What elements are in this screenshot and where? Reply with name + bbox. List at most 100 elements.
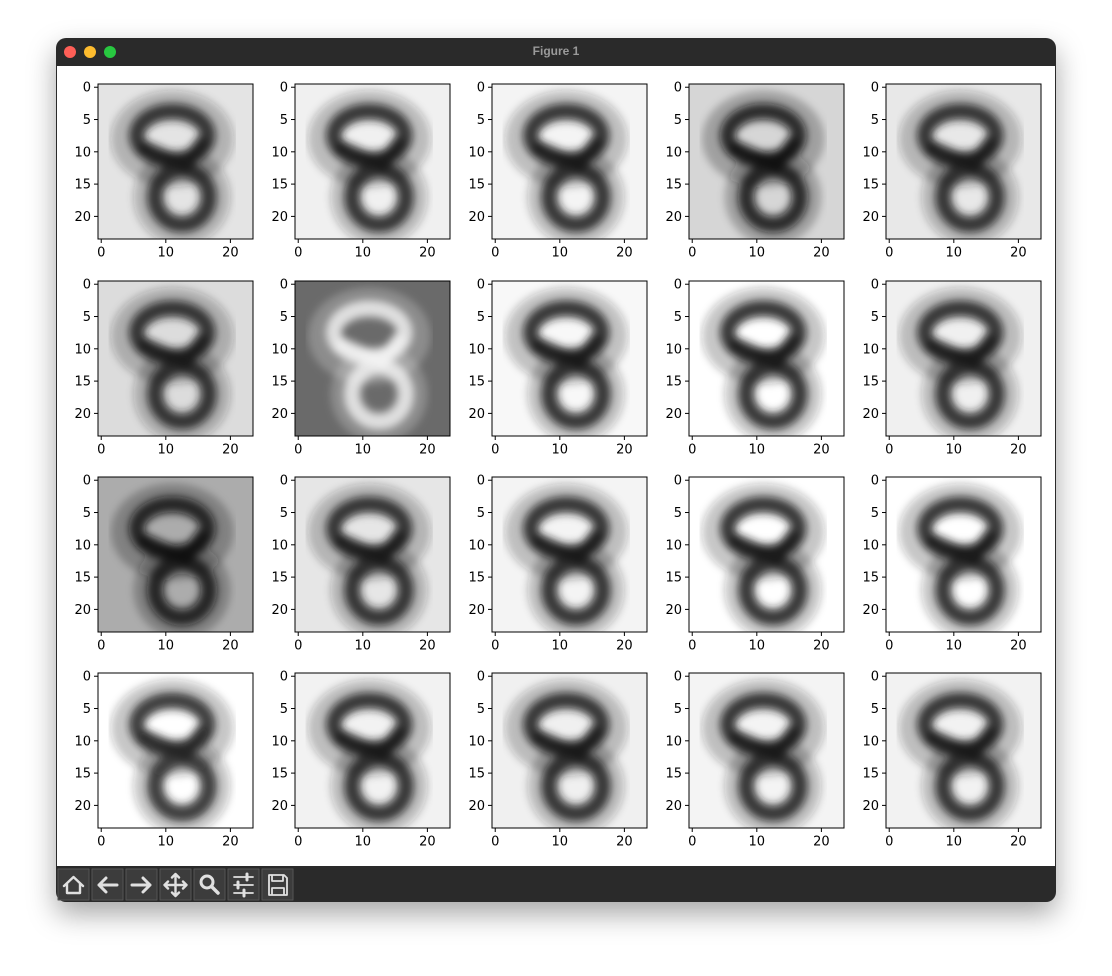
axes-frame bbox=[688, 280, 845, 437]
y-tick-label: 0 bbox=[871, 670, 879, 685]
digit-image bbox=[701, 90, 825, 239]
center-stroke bbox=[334, 527, 408, 567]
axes-frame bbox=[294, 83, 451, 240]
digit-image bbox=[504, 287, 628, 436]
y-tick-label: 10 bbox=[468, 342, 485, 357]
y-tick-label: 0 bbox=[674, 474, 682, 489]
y-tick-label: 20 bbox=[74, 603, 91, 618]
x-tick-label: 20 bbox=[813, 639, 830, 654]
x-tick-label: 10 bbox=[158, 835, 175, 850]
minimize-button[interactable] bbox=[84, 46, 96, 58]
x-tick-label: 10 bbox=[946, 443, 963, 458]
y-tick-label: 15 bbox=[665, 571, 682, 586]
configure-button[interactable] bbox=[227, 868, 260, 901]
y-tick-label: 15 bbox=[74, 767, 91, 782]
x-tick-label: 0 bbox=[491, 835, 499, 850]
home-button[interactable] bbox=[57, 868, 90, 901]
x-tick-label: 10 bbox=[552, 246, 569, 261]
center-stroke bbox=[925, 723, 999, 763]
x-tick-label: 20 bbox=[1010, 835, 1027, 850]
x-tick-label: 20 bbox=[419, 835, 436, 850]
center-stroke bbox=[137, 723, 211, 763]
back-button[interactable] bbox=[91, 868, 124, 901]
y-tick-label: 5 bbox=[280, 310, 288, 325]
pan-button[interactable] bbox=[159, 868, 192, 901]
y-tick-label: 15 bbox=[862, 767, 879, 782]
y-tick-label: 15 bbox=[862, 375, 879, 390]
center-stroke bbox=[728, 134, 802, 174]
y-tick-label: 0 bbox=[674, 278, 682, 293]
y-tick-label: 20 bbox=[468, 603, 485, 618]
y-tick-label: 0 bbox=[280, 278, 288, 293]
center-stroke bbox=[728, 527, 802, 567]
digit-image bbox=[307, 90, 431, 239]
x-tick-label: 10 bbox=[355, 835, 372, 850]
y-tick-label: 15 bbox=[468, 375, 485, 390]
x-tick-label: 10 bbox=[552, 639, 569, 654]
x-tick-label: 10 bbox=[749, 443, 766, 458]
x-tick-label: 20 bbox=[1010, 246, 1027, 261]
y-tick-label: 20 bbox=[862, 210, 879, 225]
x-tick-label: 10 bbox=[355, 443, 372, 458]
y-tick-label: 20 bbox=[74, 407, 91, 422]
y-tick-label: 0 bbox=[674, 81, 682, 96]
center-stroke bbox=[925, 134, 999, 174]
zoom-button[interactable] bbox=[104, 46, 116, 58]
subplot: 0 5 10 15 20 0 10 20 bbox=[74, 474, 254, 654]
y-tick-label: 20 bbox=[665, 407, 682, 422]
y-tick-label: 5 bbox=[674, 702, 682, 717]
digit-strokes bbox=[110, 90, 234, 239]
subplot: 0 5 10 15 20 0 10 20 bbox=[665, 278, 845, 458]
y-tick-label: 10 bbox=[665, 734, 682, 749]
axes-frame bbox=[97, 280, 254, 437]
subplot: 0 5 10 15 20 0 10 20 bbox=[468, 278, 648, 458]
x-tick-label: 10 bbox=[946, 639, 963, 654]
y-tick-label: 0 bbox=[83, 81, 91, 96]
y-tick-label: 10 bbox=[468, 145, 485, 160]
y-tick-label: 5 bbox=[871, 506, 879, 521]
x-tick-label: 20 bbox=[419, 443, 436, 458]
digit-strokes bbox=[898, 679, 1022, 828]
x-tick-label: 0 bbox=[97, 443, 105, 458]
x-tick-label: 20 bbox=[616, 246, 633, 261]
x-tick-label: 20 bbox=[616, 835, 633, 850]
subplot: 0 5 10 15 20 0 10 20 bbox=[862, 81, 1042, 261]
zoom-tool-button[interactable] bbox=[193, 868, 226, 901]
digit-strokes bbox=[898, 483, 1022, 632]
digit-image bbox=[110, 679, 234, 828]
y-tick-label: 5 bbox=[280, 702, 288, 717]
center-stroke bbox=[531, 723, 605, 763]
subplot: 0 5 10 15 20 0 10 20 bbox=[665, 474, 845, 654]
digit-strokes bbox=[110, 287, 234, 436]
y-tick-label: 15 bbox=[271, 767, 288, 782]
y-tick-label: 15 bbox=[665, 767, 682, 782]
y-tick-label: 20 bbox=[468, 407, 485, 422]
y-tick-label: 5 bbox=[280, 113, 288, 128]
window-title: Figure 1 bbox=[533, 44, 580, 58]
y-tick-label: 15 bbox=[665, 375, 682, 390]
forward-button[interactable] bbox=[125, 868, 158, 901]
subplot: 0 5 10 15 20 0 10 20 bbox=[862, 670, 1042, 850]
subplot: 0 5 10 15 20 0 10 20 bbox=[271, 81, 451, 261]
x-tick-label: 0 bbox=[491, 246, 499, 261]
y-tick-label: 10 bbox=[862, 734, 879, 749]
y-tick-label: 10 bbox=[665, 145, 682, 160]
axes-frame bbox=[688, 476, 845, 633]
save-button[interactable] bbox=[261, 868, 294, 901]
close-button[interactable] bbox=[64, 46, 76, 58]
subplot: 0 5 10 15 20 0 10 20 bbox=[468, 670, 648, 850]
axes-frame bbox=[885, 672, 1042, 829]
y-tick-label: 10 bbox=[271, 342, 288, 357]
x-tick-label: 0 bbox=[294, 443, 302, 458]
x-tick-label: 0 bbox=[688, 246, 696, 261]
x-tick-label: 10 bbox=[749, 246, 766, 261]
y-tick-label: 10 bbox=[665, 538, 682, 553]
center-stroke bbox=[334, 331, 408, 371]
y-tick-label: 0 bbox=[871, 278, 879, 293]
digit-image bbox=[307, 679, 431, 828]
y-tick-label: 5 bbox=[83, 113, 91, 128]
x-tick-label: 20 bbox=[813, 443, 830, 458]
y-tick-label: 5 bbox=[477, 702, 485, 717]
y-tick-label: 0 bbox=[280, 474, 288, 489]
